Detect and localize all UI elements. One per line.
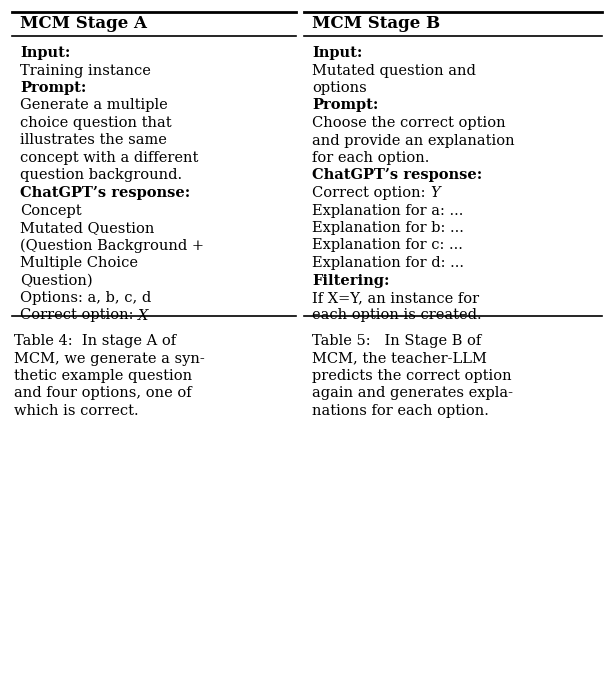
Text: Filtering:: Filtering: (312, 274, 390, 287)
Text: and provide an explanation: and provide an explanation (312, 133, 515, 148)
Text: Table 4:  In stage A of: Table 4: In stage A of (14, 334, 176, 348)
Text: predicts the correct option: predicts the correct option (312, 369, 512, 383)
Text: each option is created.: each option is created. (312, 308, 482, 322)
Text: choice question that: choice question that (20, 116, 171, 130)
Text: Correct option:: Correct option: (20, 308, 138, 322)
Text: concept with a different: concept with a different (20, 151, 198, 165)
Text: Training instance: Training instance (20, 64, 151, 77)
Text: Correct option:: Correct option: (312, 186, 430, 200)
Text: Explanation for d: ...: Explanation for d: ... (312, 256, 464, 270)
Text: options: options (312, 81, 367, 95)
Text: If X=Y, an instance for: If X=Y, an instance for (312, 291, 479, 305)
Text: illustrates the same: illustrates the same (20, 133, 167, 148)
Text: for each option.: for each option. (312, 151, 429, 165)
Text: ChatGPT’s response:: ChatGPT’s response: (312, 168, 483, 183)
Text: X: X (138, 308, 148, 322)
Text: Explanation for a: ...: Explanation for a: ... (312, 204, 464, 218)
Text: Concept: Concept (20, 204, 82, 218)
Text: Input:: Input: (20, 46, 70, 60)
Text: Multiple Choice: Multiple Choice (20, 256, 138, 270)
Text: Choose the correct option: Choose the correct option (312, 116, 506, 130)
Text: Question): Question) (20, 274, 93, 287)
Text: (Question Background +: (Question Background + (20, 239, 204, 253)
Text: Generate a multiple: Generate a multiple (20, 98, 168, 112)
Text: which is correct.: which is correct. (14, 404, 138, 418)
Text: again and generates expla-: again and generates expla- (312, 386, 513, 400)
Text: MCM, the teacher-LLM: MCM, the teacher-LLM (312, 352, 487, 366)
Text: and four options, one of: and four options, one of (14, 386, 192, 400)
Text: question background.: question background. (20, 168, 182, 183)
Text: Table 5:   In Stage B of: Table 5: In Stage B of (312, 334, 481, 348)
Text: MCM Stage B: MCM Stage B (312, 16, 440, 33)
Text: Mutated Question: Mutated Question (20, 221, 154, 235)
Text: Explanation for b: ...: Explanation for b: ... (312, 221, 464, 235)
Text: ChatGPT’s response:: ChatGPT’s response: (20, 186, 190, 200)
Text: Explanation for c: ...: Explanation for c: ... (312, 239, 463, 252)
Text: Y: Y (430, 186, 440, 200)
Text: Input:: Input: (312, 46, 362, 60)
Text: Options: a, b, c, d: Options: a, b, c, d (20, 291, 151, 305)
Text: Mutated question and: Mutated question and (312, 64, 476, 77)
Text: Prompt:: Prompt: (312, 98, 378, 112)
Text: MCM, we generate a syn-: MCM, we generate a syn- (14, 352, 205, 366)
Text: thetic example question: thetic example question (14, 369, 192, 383)
Text: MCM Stage A: MCM Stage A (20, 16, 147, 33)
Text: nations for each option.: nations for each option. (312, 404, 489, 418)
Text: Prompt:: Prompt: (20, 81, 87, 95)
